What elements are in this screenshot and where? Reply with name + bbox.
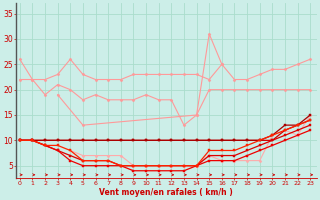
X-axis label: Vent moyen/en rafales ( km/h ): Vent moyen/en rafales ( km/h ) xyxy=(100,188,233,197)
